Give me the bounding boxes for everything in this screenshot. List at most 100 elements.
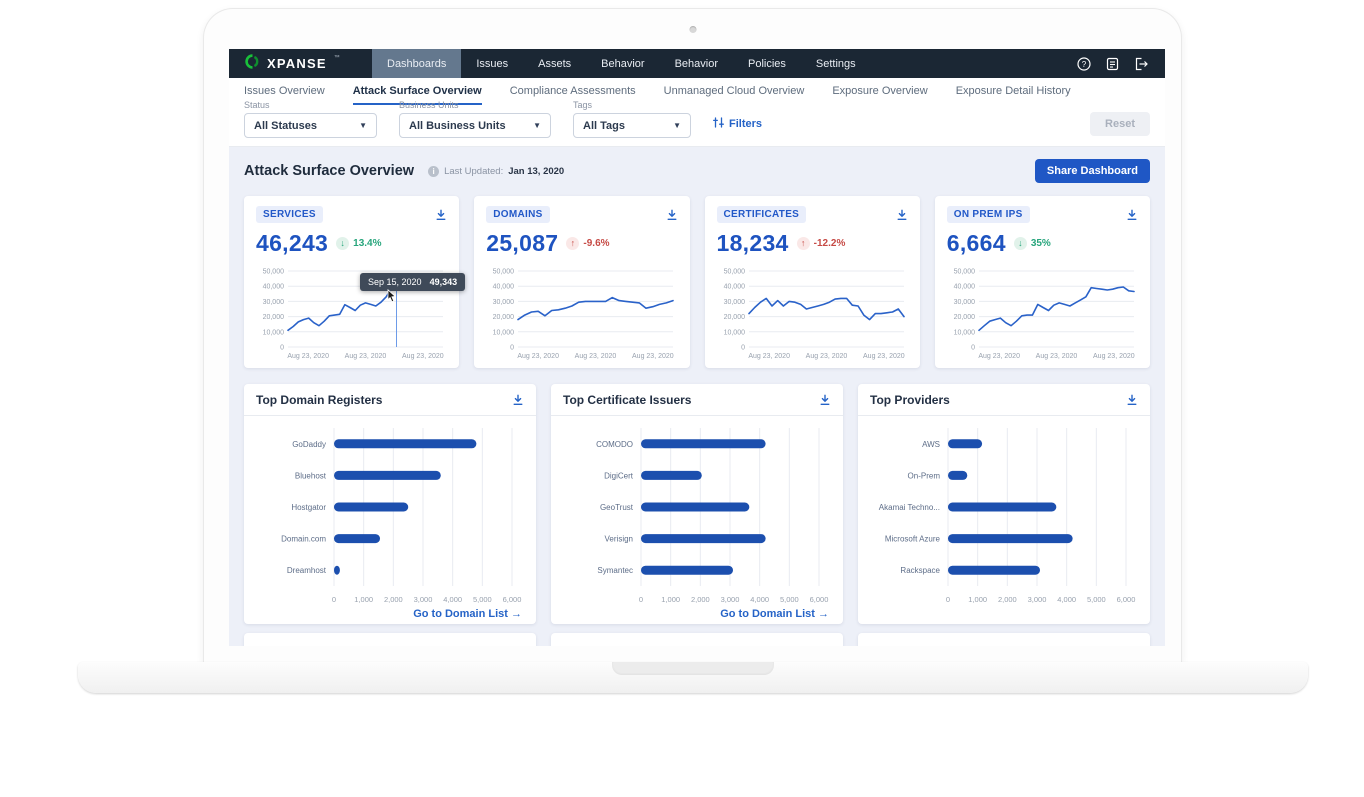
- partial-card: [858, 633, 1150, 646]
- svg-text:30,000: 30,000: [493, 299, 515, 306]
- svg-text:4,000: 4,000: [1057, 595, 1076, 604]
- brand-name: XPANSE: [267, 56, 327, 71]
- kpi-card-certificates: CERTIFICATES 18,234 ↑ -12.2%: [704, 196, 920, 368]
- svg-text:6,000: 6,000: [810, 595, 829, 604]
- certificate-issuers-bar-chart[interactable]: 0 1,000 2,000 3,000 4,000 5,000 6,000 COMODO Dig…: [551, 416, 843, 608]
- svg-text:Aug 23, 2020: Aug 23, 2020: [287, 353, 329, 360]
- top-certificate-issuers-card: Top Certificate Issuers 0 1,000 2,000 3,000…: [551, 384, 843, 624]
- svg-text:10,000: 10,000: [263, 329, 285, 336]
- tags-dropdown[interactable]: All Tags ▼: [573, 113, 691, 138]
- tab-issues-overview[interactable]: Issues Overview: [244, 84, 325, 97]
- svg-text:Symantec: Symantec: [597, 566, 633, 575]
- svg-text:0: 0: [741, 345, 745, 352]
- svg-text:Aug 23, 2020: Aug 23, 2020: [632, 353, 674, 360]
- help-icon[interactable]: ?: [1077, 56, 1091, 71]
- svg-text:Bluehost: Bluehost: [295, 471, 327, 480]
- download-icon[interactable]: [819, 394, 831, 406]
- kpi-delta: ↓ 13.4%: [336, 236, 382, 250]
- laptop-notch: [612, 662, 774, 675]
- top-providers-card: Top Providers 0 1,000 2,000 3,000 4,000 5,000…: [858, 384, 1150, 624]
- svg-text:50,000: 50,000: [493, 269, 515, 276]
- trend-down-icon: ↓: [336, 236, 350, 250]
- chevron-down-icon: ▼: [359, 121, 367, 130]
- trend-up-icon: ↑: [566, 236, 580, 250]
- go-to-domain-list-link[interactable]: Go to Domain List →: [413, 608, 522, 620]
- dashboard-tabbar: Issues Overview Attack Surface Overview …: [229, 78, 1165, 105]
- kpi-delta-pct: 35%: [1030, 237, 1051, 249]
- filters-button[interactable]: Filters: [713, 117, 762, 131]
- svg-text:20,000: 20,000: [493, 314, 515, 321]
- svg-text:Aug 23, 2020: Aug 23, 2020: [518, 353, 560, 360]
- nav-item-behavior-2[interactable]: Behavior: [674, 57, 718, 70]
- release-notes-icon[interactable]: [1106, 57, 1119, 71]
- nav-item-policies[interactable]: Policies: [747, 57, 786, 70]
- providers-bar-chart[interactable]: 0 1,000 2,000 3,000 4,000 5,000 6,000 AWS On-Pre…: [858, 416, 1150, 608]
- svg-text:40,000: 40,000: [263, 284, 285, 291]
- share-dashboard-button[interactable]: Share Dashboard: [1034, 159, 1150, 183]
- svg-text:20,000: 20,000: [723, 314, 745, 321]
- kpi-delta: ↑ -9.6%: [566, 236, 610, 250]
- nav-item-settings[interactable]: Settings: [815, 57, 856, 70]
- card-title: Top Domain Registers: [256, 393, 383, 407]
- status-dropdown[interactable]: All Statuses ▼: [244, 113, 377, 138]
- download-icon[interactable]: [666, 209, 678, 221]
- kpi-label-badge: CERTIFICATES: [716, 206, 807, 223]
- svg-text:3,000: 3,000: [721, 595, 740, 604]
- svg-text:1,000: 1,000: [661, 595, 680, 604]
- tab-exposure-overview[interactable]: Exposure Overview: [832, 84, 928, 97]
- svg-text:50,000: 50,000: [723, 269, 745, 276]
- svg-text:AWS: AWS: [922, 440, 940, 449]
- bar-chart-row: Top Domain Registers 0 1,000 2,000 3,000 4,0…: [244, 384, 1150, 624]
- trend-down-icon: ↓: [1013, 236, 1027, 250]
- brand-trademark: ™: [333, 55, 340, 61]
- domains-line-chart[interactable]: 0 10,000 20,000 30,000 40,000 50,000 Aug 23, 2…: [486, 263, 677, 366]
- business-units-dropdown[interactable]: All Business Units ▼: [399, 113, 551, 138]
- svg-text:Verisign: Verisign: [605, 535, 633, 544]
- nav-item-assets[interactable]: Assets: [538, 57, 572, 70]
- tab-attack-surface-overview[interactable]: Attack Surface Overview: [352, 78, 482, 105]
- download-icon[interactable]: [435, 209, 447, 221]
- top-domain-registers-card: Top Domain Registers 0 1,000 2,000 3,000 4,0…: [244, 384, 536, 624]
- svg-text:40,000: 40,000: [493, 284, 515, 291]
- logout-icon[interactable]: [1134, 57, 1149, 71]
- kpi-delta-pct: 13.4%: [353, 237, 382, 249]
- on-prem-ips-line-chart[interactable]: 0 10,000 20,000 30,000 40,000 50,000 Aug 23, 2…: [947, 263, 1138, 366]
- svg-text:1,000: 1,000: [354, 595, 373, 604]
- page-title: Attack Surface Overview: [244, 163, 415, 179]
- svg-text:0: 0: [971, 345, 975, 352]
- svg-text:4,000: 4,000: [750, 595, 769, 604]
- kpi-card-domains: DOMAINS 25,087 ↑ -9.6% 0 10: [474, 196, 690, 368]
- download-icon[interactable]: [896, 209, 908, 221]
- svg-text:10,000: 10,000: [953, 329, 975, 336]
- reset-button[interactable]: Reset: [1090, 112, 1150, 136]
- svg-text:20,000: 20,000: [953, 314, 975, 321]
- nav-item-behavior-1[interactable]: Behavior: [601, 57, 645, 70]
- download-icon[interactable]: [1126, 394, 1138, 406]
- brand[interactable]: XPANSE ™: [229, 49, 372, 78]
- kpi-value: 6,664: [946, 229, 1006, 256]
- kpi-label-badge: SERVICES: [256, 206, 323, 223]
- svg-text:0: 0: [946, 595, 950, 604]
- svg-text:10,000: 10,000: [493, 329, 515, 336]
- svg-text:COMODO: COMODO: [596, 440, 633, 449]
- svg-text:Dreamhost: Dreamhost: [287, 566, 327, 575]
- svg-text:4,000: 4,000: [443, 595, 462, 604]
- tab-compliance-assessments[interactable]: Compliance Assessments: [509, 84, 636, 97]
- status-filter-label: Status: [244, 100, 270, 110]
- svg-text:Microsoft Azure: Microsoft Azure: [885, 535, 941, 544]
- svg-text:Aug 23, 2020: Aug 23, 2020: [863, 353, 905, 360]
- nav-item-dashboards[interactable]: Dashboards: [372, 49, 462, 78]
- tab-exposure-detail-history[interactable]: Exposure Detail History: [955, 84, 1071, 97]
- download-icon[interactable]: [1126, 209, 1138, 221]
- svg-text:0: 0: [510, 345, 514, 352]
- go-to-domain-list-link[interactable]: Go to Domain List →: [720, 608, 829, 620]
- nav-item-issues[interactable]: Issues: [476, 57, 509, 70]
- kpi-delta-pct: -9.6%: [583, 237, 610, 249]
- certificates-line-chart[interactable]: 0 10,000 20,000 30,000 40,000 50,000 Aug 23, 2…: [717, 263, 908, 366]
- domain-registers-bar-chart[interactable]: 0 1,000 2,000 3,000 4,000 5,000 6,000 GoDaddy Bl…: [244, 416, 536, 608]
- laptop-base: [78, 662, 1308, 693]
- download-icon[interactable]: [512, 394, 524, 406]
- tab-unmanaged-cloud-overview[interactable]: Unmanaged Cloud Overview: [663, 84, 805, 97]
